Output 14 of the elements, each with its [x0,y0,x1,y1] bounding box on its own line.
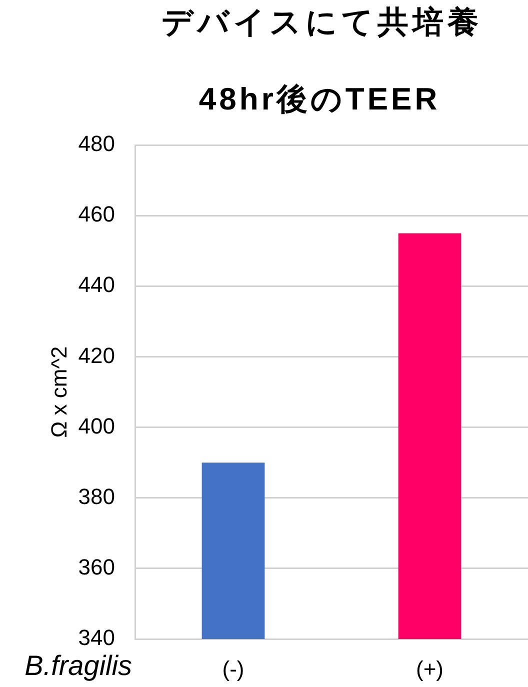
y-tick-label: 480 [78,131,115,156]
y-tick-label: 400 [78,413,115,438]
y-tick-label: 340 [78,625,115,650]
y-axis-title: Ω x cm^2 [46,346,72,438]
y-tick-label: 420 [78,342,115,368]
y-tick-label: 380 [78,484,115,509]
chart-subtitle: 48hr後のTEER [198,82,440,117]
x-tick-label: (+) [416,656,444,682]
y-tick-label: 440 [78,272,115,298]
y-tick-label: 460 [78,202,115,227]
x-axis-title: B.fragilis [24,650,132,681]
chart-title: デバイスにて共培養 [162,4,482,40]
x-tick-label: (-) [222,656,244,682]
y-tick-label: 360 [78,554,115,580]
